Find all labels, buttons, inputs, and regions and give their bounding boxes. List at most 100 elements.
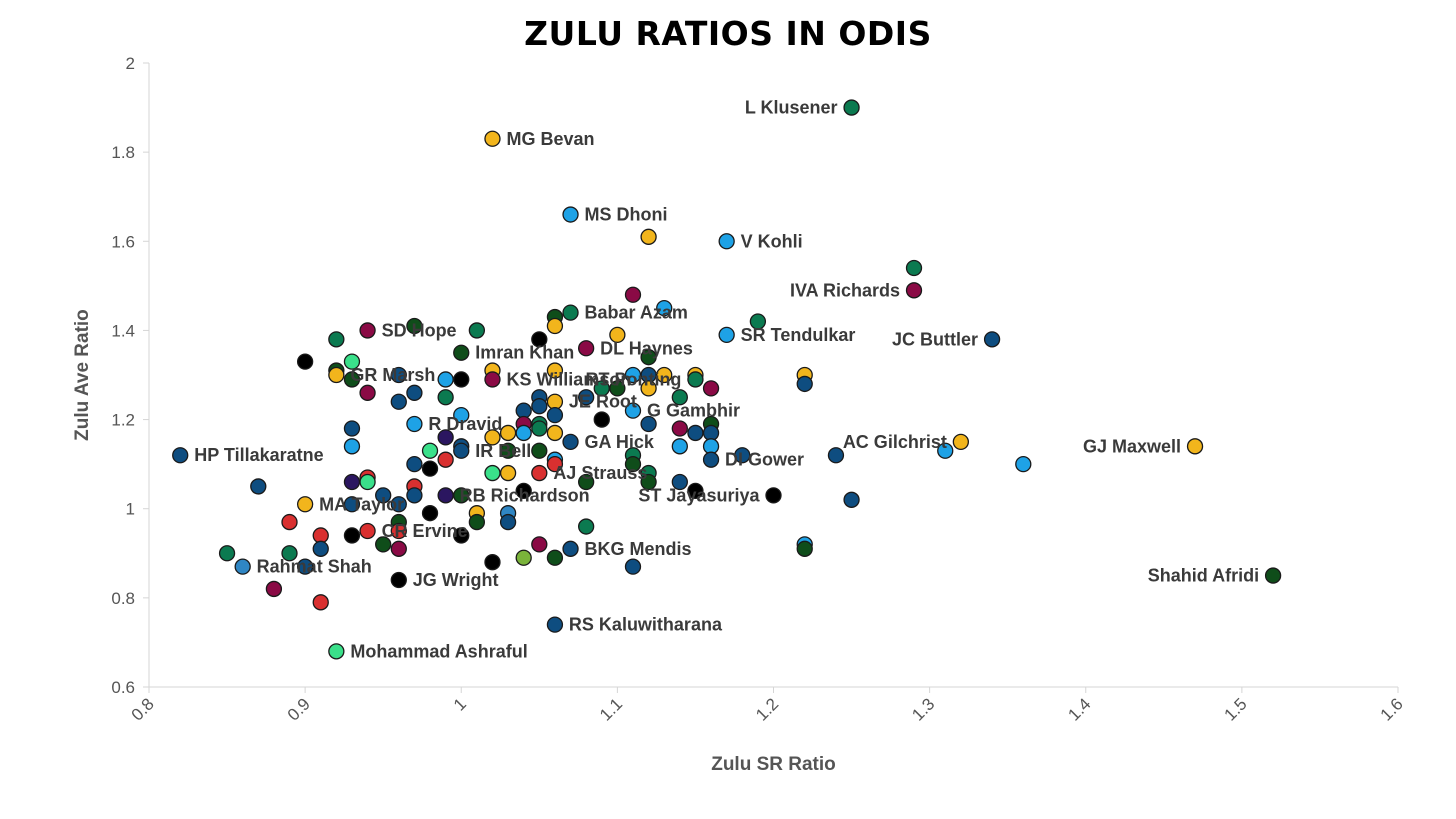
point-label: JE Root: [569, 392, 637, 412]
data-point: [343, 473, 361, 491]
data-point: [328, 331, 345, 348]
point-labels: L Klusener MG Bevan MS Dhoni V Kohli IVA Ric…: [194, 98, 1259, 662]
data-point: [359, 522, 376, 540]
data-point: [312, 594, 329, 611]
data-point: [296, 496, 314, 513]
point-label: DI Gower: [725, 450, 804, 470]
point-label: RT Ponting: [585, 369, 681, 389]
data-point: [343, 438, 361, 455]
data-point: [843, 99, 860, 116]
data-point: [562, 540, 579, 557]
data-point: [656, 299, 673, 317]
data-point: [624, 558, 642, 575]
data-point: [531, 442, 548, 459]
data-point: [515, 549, 532, 566]
data-point: [515, 482, 532, 500]
data-point: [687, 371, 704, 388]
x-tick-label: 0.9: [284, 694, 314, 724]
y-tick-label: 1.8: [111, 143, 135, 162]
data-point: [437, 451, 454, 468]
data-point: [546, 362, 564, 379]
data-point: [546, 406, 564, 424]
data-point: [499, 513, 517, 531]
point-label: AC Gilchrist: [843, 432, 947, 452]
data-point: [328, 366, 345, 384]
x-tick-label: 1.3: [908, 694, 938, 724]
data-point: [749, 313, 767, 330]
data-point: [671, 438, 688, 455]
data-point: [905, 259, 923, 277]
data-point: [546, 424, 564, 442]
point-label: V Kohli: [741, 231, 803, 251]
data-point: [296, 558, 314, 575]
data-point: [546, 616, 564, 633]
data-point: [484, 554, 501, 571]
data-points: [172, 99, 1282, 660]
data-point: [702, 451, 720, 468]
data-point: [499, 464, 517, 482]
data-point: [687, 424, 704, 442]
data-point: [609, 326, 626, 344]
data-point: [468, 322, 486, 339]
data-point: [796, 375, 813, 393]
data-point: [905, 282, 923, 299]
x-tick-label: 1: [450, 694, 470, 714]
y-tick-label: 0.8: [111, 589, 135, 608]
data-point: [406, 487, 423, 504]
data-point: [468, 513, 486, 531]
data-point: [718, 326, 735, 344]
x-tick-label: 1.4: [1064, 694, 1094, 724]
data-point: [421, 442, 439, 459]
data-point: [499, 424, 517, 442]
x-tick-label: 1.2: [752, 694, 782, 724]
data-point: [578, 518, 595, 535]
data-point: [343, 527, 361, 544]
data-point: [296, 353, 314, 370]
point-label: HP Tillakaratne: [194, 445, 323, 465]
data-point: [515, 424, 532, 442]
data-point: [359, 384, 376, 401]
point-label: MG Bevan: [506, 129, 594, 149]
data-point: [702, 380, 720, 397]
x-tick-label: 1.6: [1377, 694, 1407, 724]
data-point: [546, 549, 564, 566]
data-point: [578, 340, 595, 357]
data-point: [796, 540, 813, 557]
y-tick-label: 0.6: [111, 678, 135, 697]
point-label: ST Jayasuriya: [638, 485, 760, 505]
y-axis-title: Zulu Ave Ratio: [72, 309, 93, 441]
point-label: GJ Maxwell: [1083, 436, 1181, 456]
data-point: [624, 286, 642, 303]
point-label: BKG Mendis: [585, 539, 692, 559]
point-label: Shahid Afridi: [1148, 566, 1259, 586]
data-point: [250, 478, 267, 495]
data-point: [531, 398, 548, 415]
data-point: [359, 322, 376, 339]
data-point: [734, 447, 751, 464]
data-point: [390, 522, 407, 540]
data-point: [281, 513, 298, 531]
data-point: [593, 411, 610, 428]
y-tick-label: 1.4: [111, 321, 135, 340]
data-point: [406, 384, 423, 401]
data-point: [578, 389, 595, 406]
point-label: RB Richardson: [460, 485, 590, 505]
data-point: [375, 536, 392, 553]
x-tick-label: 1.1: [596, 694, 626, 724]
point-label: DL Haynes: [600, 338, 693, 358]
data-point: [687, 482, 704, 500]
data-point: [453, 344, 470, 361]
point-label: CR Ervine: [382, 521, 468, 541]
point-label: L Klusener: [745, 98, 838, 118]
data-point: [1186, 438, 1204, 455]
point-label: GR Marsh: [350, 365, 435, 385]
data-point: [1015, 455, 1032, 473]
data-point: [640, 228, 657, 245]
y-tick-label: 2: [126, 54, 135, 73]
data-point: [546, 455, 564, 473]
data-point: [406, 317, 423, 335]
point-label: MS Dhoni: [585, 205, 668, 225]
data-point: [484, 429, 501, 446]
point-label: JG Wright: [413, 570, 499, 590]
